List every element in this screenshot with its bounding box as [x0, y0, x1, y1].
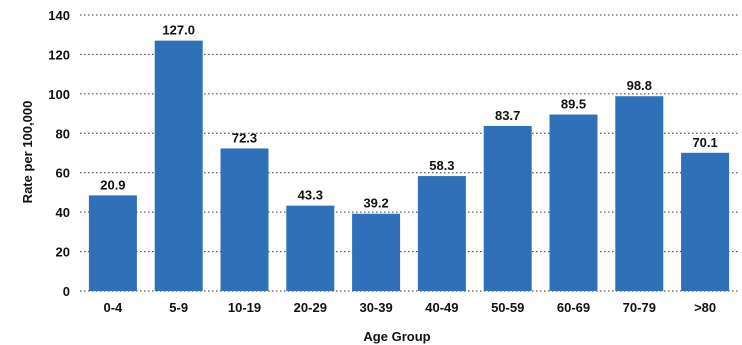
x-tick-label: 70-79 — [623, 300, 656, 315]
y-tick-label: 140 — [48, 8, 70, 23]
y-tick-label: 0 — [63, 284, 70, 299]
y-axis-title: Rate per 100,000 — [20, 101, 35, 204]
y-tick-label: 80 — [56, 126, 70, 141]
data-label: 20.9 — [100, 177, 125, 192]
bar-50-59 — [483, 125, 532, 292]
bar-10-19 — [220, 148, 269, 291]
bar->80 — [681, 152, 730, 291]
bar-70-79 — [615, 96, 664, 291]
x-axis-title: Age Group — [363, 329, 430, 344]
y-tick-label: 40 — [56, 205, 70, 220]
x-tick-label: 60-69 — [557, 300, 590, 315]
data-label: 83.7 — [495, 108, 520, 123]
y-tick-label: 20 — [56, 245, 70, 260]
data-label: 72.3 — [232, 130, 257, 145]
x-tick-label: 5-9 — [169, 300, 188, 315]
data-label: 43.3 — [298, 188, 323, 203]
data-label: 98.8 — [627, 78, 652, 93]
x-tick-label: >80 — [694, 300, 716, 315]
x-tick-label: 20-29 — [294, 300, 327, 315]
bars — [88, 40, 730, 292]
data-labels: 20.9 127.0 72.3 43.3 39.2 58.3 83.7 89.5 98.8 70.… — [100, 23, 718, 211]
y-tick-label: 120 — [48, 47, 70, 62]
bar-40-49 — [417, 176, 466, 291]
x-tick-label: 50-59 — [491, 300, 524, 315]
data-label: 39.2 — [363, 196, 388, 211]
data-label: 70.1 — [692, 135, 717, 150]
y-tick-label: 100 — [48, 87, 70, 102]
data-label: 58.3 — [429, 158, 454, 173]
bar-20-29 — [286, 205, 335, 291]
bar-60-69 — [549, 114, 598, 291]
x-tick-label: 10-19 — [228, 300, 261, 315]
bar-5-9 — [154, 40, 203, 291]
bar-0-4 — [88, 195, 137, 291]
x-tick-label: 30-39 — [359, 300, 392, 315]
bar-30-39 — [352, 213, 401, 291]
data-label: 127.0 — [162, 23, 195, 38]
y-tick-label: 60 — [56, 166, 70, 181]
x-tick-label: 0-4 — [104, 300, 124, 315]
y-tick-labels: 0 20 40 60 80 100 120 140 — [48, 8, 70, 299]
data-label: 89.5 — [561, 97, 586, 112]
x-tick-label: 40-49 — [425, 300, 458, 315]
x-tick-labels: 0-4 5-9 10-19 20-29 30-39 40-49 50-59 60-69 70-7… — [104, 300, 717, 315]
